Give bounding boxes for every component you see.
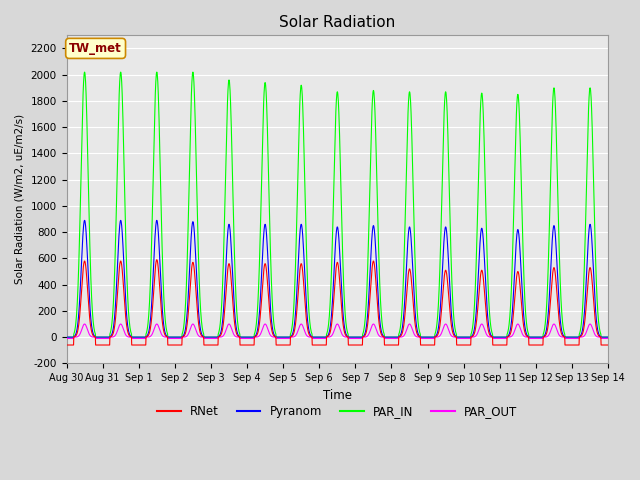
Legend: RNet, Pyranom, PAR_IN, PAR_OUT: RNet, Pyranom, PAR_IN, PAR_OUT <box>152 401 522 423</box>
PAR_OUT <box>604 336 612 341</box>
PAR_OUT <box>495 336 502 341</box>
RNet <box>604 342 612 348</box>
PAR_IN <box>63 334 70 340</box>
RNet <box>153 257 161 263</box>
Pyranom <box>81 217 88 223</box>
Pyranom <box>572 334 579 340</box>
Line: Pyranom: Pyranom <box>67 220 608 337</box>
PAR_IN <box>214 334 221 340</box>
Text: TW_met: TW_met <box>69 42 122 55</box>
RNet <box>63 342 70 348</box>
Pyranom <box>214 334 221 340</box>
Line: PAR_OUT: PAR_OUT <box>67 324 608 338</box>
PAR_IN <box>81 69 88 75</box>
RNet <box>495 342 502 348</box>
RNet <box>214 342 221 348</box>
Pyranom <box>63 334 70 340</box>
PAR_IN <box>365 231 372 237</box>
PAR_OUT <box>214 336 221 341</box>
RNet <box>572 342 579 348</box>
PAR_OUT <box>572 336 579 341</box>
Pyranom <box>604 334 612 340</box>
PAR_IN <box>495 334 502 340</box>
PAR_IN <box>556 279 564 285</box>
PAR_IN <box>604 334 612 340</box>
Pyranom <box>353 334 361 340</box>
Pyranom <box>495 334 502 340</box>
X-axis label: Time: Time <box>323 389 352 402</box>
PAR_OUT <box>556 333 564 339</box>
RNet <box>365 312 372 317</box>
Y-axis label: Solar Radiation (W/m2, uE/m2/s): Solar Radiation (W/m2, uE/m2/s) <box>15 114 25 285</box>
Title: Solar Radiation: Solar Radiation <box>279 15 396 30</box>
PAR_OUT <box>365 332 372 337</box>
Line: PAR_IN: PAR_IN <box>67 72 608 337</box>
PAR_OUT <box>81 321 88 327</box>
PAR_IN <box>353 334 361 340</box>
RNet <box>556 325 564 331</box>
PAR_OUT <box>353 336 361 341</box>
Line: RNet: RNet <box>67 260 608 345</box>
RNet <box>353 342 361 348</box>
PAR_IN <box>572 334 579 340</box>
PAR_OUT <box>63 336 70 341</box>
Pyranom <box>365 296 372 302</box>
Pyranom <box>556 317 564 323</box>
